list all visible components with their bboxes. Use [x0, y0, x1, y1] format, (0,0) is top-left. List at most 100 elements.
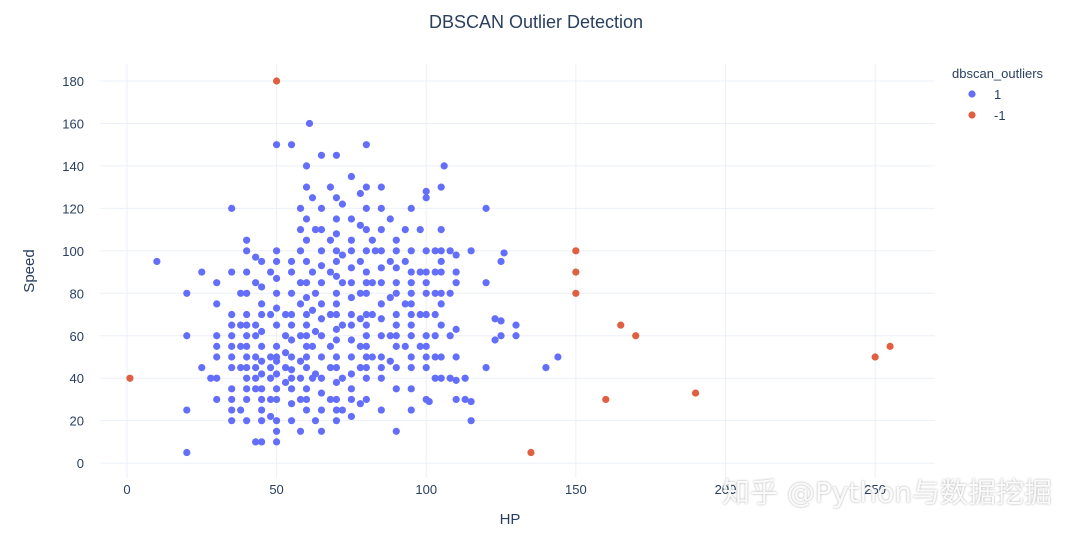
data-point	[377, 406, 385, 414]
data-point	[281, 364, 290, 372]
data-point	[431, 332, 439, 340]
data-point	[252, 438, 260, 446]
data-point	[213, 374, 221, 382]
data-point	[258, 327, 266, 336]
data-point	[377, 374, 385, 382]
data-point	[207, 374, 215, 382]
data-point	[362, 226, 370, 234]
data-point	[213, 342, 221, 350]
data-point	[213, 279, 221, 287]
data-point	[491, 315, 499, 323]
data-point	[332, 151, 341, 159]
data-point	[377, 315, 385, 323]
data-point	[446, 332, 454, 340]
data-point	[377, 247, 385, 255]
data-point	[228, 385, 236, 393]
data-point	[512, 332, 520, 340]
data-point	[431, 268, 439, 276]
data-point	[272, 438, 281, 446]
data-point	[272, 395, 281, 404]
data-point	[228, 332, 236, 340]
data-point	[287, 385, 296, 393]
data-point	[302, 342, 311, 350]
data-point	[338, 279, 347, 287]
data-point	[512, 321, 520, 329]
data-point	[281, 378, 290, 387]
legend[interactable]: dbscan_outliers 1 -1	[952, 66, 1044, 123]
data-point	[347, 321, 355, 329]
data-point	[302, 395, 311, 404]
data-point	[362, 374, 370, 382]
data-point	[287, 321, 296, 329]
chart-title: DBSCAN Outlier Detection	[429, 12, 643, 32]
data-point	[302, 364, 311, 372]
data-point	[243, 395, 251, 404]
data-point	[296, 332, 305, 340]
data-point	[332, 194, 341, 202]
data-point	[362, 289, 370, 297]
data-point	[317, 300, 326, 308]
data-point	[252, 374, 260, 382]
data-point	[392, 289, 400, 297]
data-point	[308, 306, 317, 314]
data-point	[213, 353, 221, 361]
data-point	[422, 194, 430, 202]
data-point	[437, 353, 445, 361]
data-point	[407, 310, 415, 319]
data-point	[302, 293, 311, 302]
data-point	[317, 406, 326, 414]
data-point	[437, 257, 445, 266]
y-tick-label: 120	[62, 201, 84, 216]
data-point	[407, 300, 415, 308]
data-point	[356, 342, 364, 350]
data-point	[392, 385, 400, 393]
data-point	[368, 310, 376, 319]
data-point	[272, 357, 281, 365]
data-point	[422, 310, 430, 319]
data-point	[281, 310, 290, 319]
data-point	[347, 336, 355, 344]
data-point	[302, 215, 311, 223]
data-point	[437, 268, 445, 276]
x-tick-label: 100	[415, 482, 437, 497]
data-point	[362, 183, 370, 191]
data-point	[422, 247, 430, 255]
x-tick-label: 200	[715, 482, 737, 497]
data-point	[287, 400, 296, 408]
data-point	[497, 332, 505, 340]
data-point	[572, 247, 580, 255]
data-point	[308, 268, 317, 276]
data-point	[425, 397, 433, 406]
data-point	[243, 247, 251, 255]
data-point	[228, 406, 236, 414]
data-point	[347, 215, 355, 223]
data-point	[362, 364, 370, 372]
data-point	[228, 417, 236, 425]
data-point	[302, 236, 311, 244]
data-point	[368, 279, 376, 287]
data-point	[302, 406, 311, 414]
data-point	[272, 370, 281, 378]
data-point	[392, 236, 400, 244]
data-point	[377, 332, 385, 340]
data-point	[407, 364, 415, 372]
data-point	[407, 385, 415, 393]
data-point	[252, 364, 260, 372]
data-point	[356, 189, 364, 198]
data-point	[461, 374, 469, 382]
data-point	[317, 151, 326, 159]
y-tick-label: 80	[70, 286, 84, 301]
data-point	[332, 310, 341, 319]
data-point	[437, 300, 445, 308]
plot-points	[126, 77, 894, 457]
data-point	[228, 342, 236, 350]
data-point	[437, 183, 445, 191]
data-point	[377, 353, 385, 361]
data-point	[497, 257, 505, 266]
data-point	[362, 342, 370, 350]
data-point	[272, 257, 281, 266]
data-point	[317, 374, 326, 382]
data-point	[467, 417, 475, 425]
data-point	[392, 342, 400, 350]
data-point	[482, 279, 490, 287]
